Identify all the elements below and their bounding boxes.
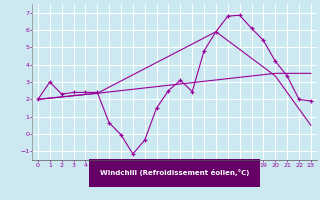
X-axis label: Windchill (Refroidissement éolien,°C): Windchill (Refroidissement éolien,°C) [100,169,249,176]
